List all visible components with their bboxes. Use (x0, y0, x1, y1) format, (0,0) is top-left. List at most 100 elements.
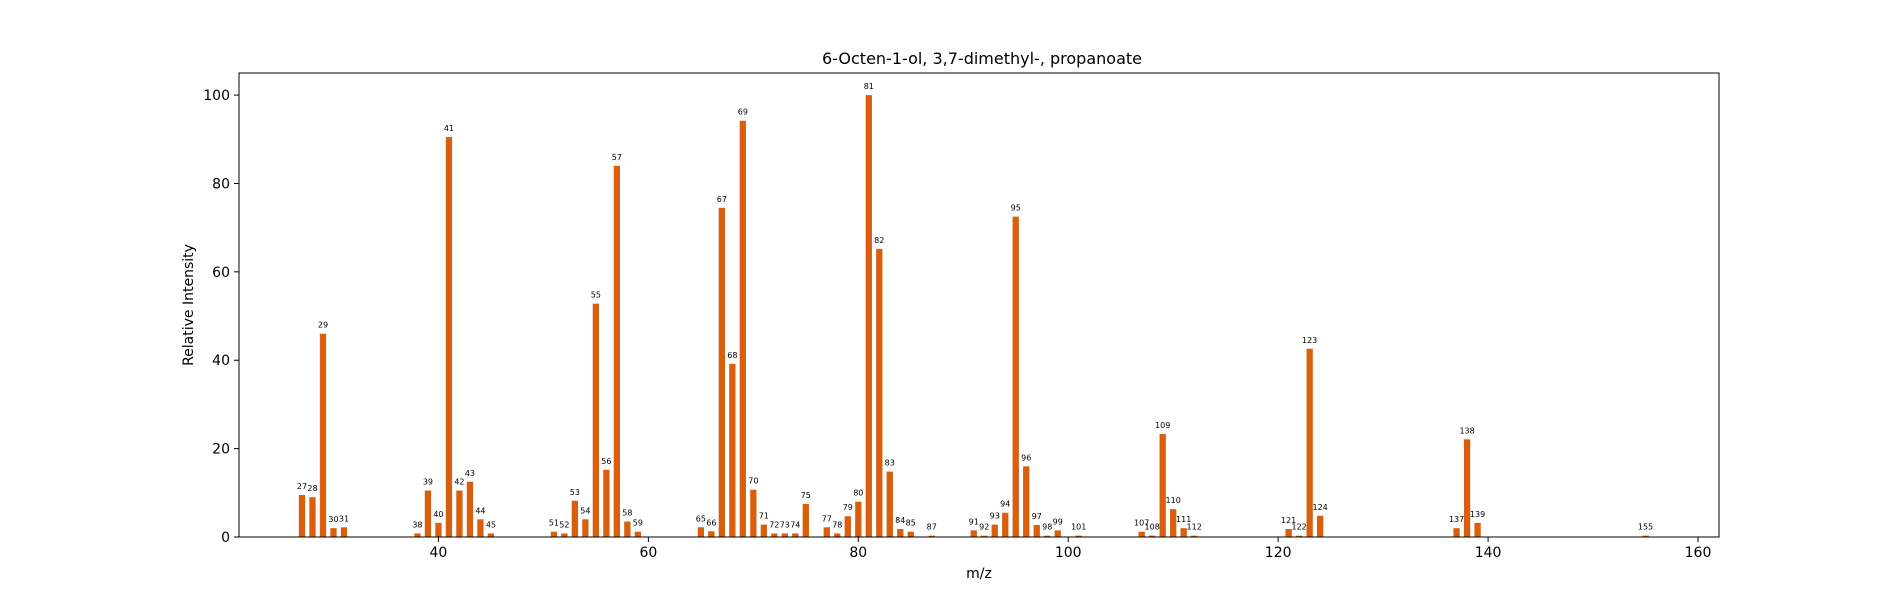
bar-mz-72 (771, 533, 778, 537)
bar-mz-93 (991, 524, 998, 537)
bar-label-mz-138: 138 (1459, 426, 1474, 435)
bar-mz-77 (823, 527, 830, 537)
bar-label-mz-80: 80 (853, 489, 863, 498)
bar-mz-107 (1138, 531, 1145, 537)
y-tick-label: 20 (212, 442, 230, 458)
bar-label-mz-55: 55 (591, 291, 601, 300)
bar-label-mz-59: 59 (633, 519, 643, 528)
bar-label-mz-99: 99 (1053, 517, 1063, 526)
y-tick-label: 60 (212, 265, 230, 281)
bars-layer (298, 95, 1649, 538)
y-axis-label: Relative Intensity (181, 244, 197, 366)
bar-mz-124 (1316, 515, 1324, 537)
bar-mz-57 (613, 165, 621, 538)
bar-mz-91 (970, 530, 977, 537)
bar-mz-67 (718, 207, 725, 537)
bar-mz-42 (456, 490, 463, 537)
bar-label-mz-93: 93 (990, 512, 1000, 521)
bar-label-mz-83: 83 (885, 459, 895, 468)
bar-mz-138 (1463, 439, 1471, 537)
bar-mz-44 (477, 519, 484, 537)
bar-label-mz-69: 69 (738, 108, 748, 117)
bar-mz-45 (487, 533, 495, 537)
bar-mz-81 (865, 95, 872, 537)
bar-label-mz-81: 81 (864, 82, 874, 91)
bar-label-mz-74: 74 (790, 520, 800, 529)
bar-mz-66 (708, 531, 715, 537)
bar-label-mz-109: 109 (1155, 421, 1170, 430)
bar-mz-54 (582, 519, 589, 537)
bar-label-mz-43: 43 (465, 469, 475, 478)
bar-label-mz-28: 28 (307, 484, 317, 493)
bar-mz-53 (571, 500, 579, 537)
bar-mz-79 (844, 516, 851, 537)
bar-label-mz-108: 108 (1145, 523, 1160, 532)
bar-mz-69 (739, 120, 746, 537)
bar-label-mz-44: 44 (475, 506, 485, 515)
bar-mz-68 (729, 363, 736, 537)
bar-mz-109 (1159, 434, 1166, 537)
x-tick-label: 80 (849, 545, 867, 561)
bar-label-mz-84: 84 (895, 516, 905, 525)
bar-mz-55 (592, 303, 600, 537)
bar-mz-39 (424, 490, 432, 537)
bar-label-mz-58: 58 (622, 509, 632, 518)
plot-frame (238, 72, 1720, 538)
bar-label-mz-67: 67 (717, 195, 727, 204)
bar-mz-51 (550, 531, 558, 537)
bar-mz-71 (760, 524, 767, 537)
bar-mz-87 (928, 535, 935, 537)
bar-label-mz-82: 82 (874, 236, 884, 245)
bar-mz-95 (1012, 216, 1019, 537)
bar-label-mz-97: 97 (1032, 512, 1042, 521)
bar-label-mz-31: 31 (339, 514, 349, 523)
bar-label-mz-92: 92 (979, 523, 989, 532)
y-tick-label: 40 (212, 353, 230, 369)
bar-mz-122 (1295, 535, 1303, 537)
bar-mz-97 (1033, 525, 1040, 537)
bar-mz-74 (792, 533, 799, 537)
bar-mz-123 (1306, 348, 1313, 537)
bar-label-mz-73: 73 (780, 520, 790, 529)
bar-mz-40 (435, 522, 442, 537)
bar-mz-155 (1642, 535, 1649, 537)
x-tick-label: 140 (1475, 545, 1502, 561)
bar-label-mz-66: 66 (706, 518, 716, 527)
bar-label-mz-45: 45 (486, 520, 496, 529)
x-tick-label: 160 (1685, 545, 1712, 561)
bar-label-mz-75: 75 (801, 491, 811, 500)
x-tick-label: 100 (1055, 545, 1082, 561)
bar-mz-80 (855, 501, 862, 537)
bar-label-mz-79: 79 (843, 503, 853, 512)
bar-label-mz-39: 39 (423, 478, 433, 487)
bar-mz-137 (1453, 528, 1460, 537)
bar-label-mz-121: 121 (1281, 516, 1296, 525)
bar-mz-29 (319, 333, 327, 537)
bar-mz-110 (1170, 509, 1177, 537)
x-axis-label: m/z (966, 566, 992, 582)
bar-label-mz-107: 107 (1134, 519, 1149, 528)
bar-label-mz-30: 30 (328, 515, 338, 524)
bar-mz-96 (1023, 466, 1030, 537)
bar-label-mz-137: 137 (1449, 515, 1464, 524)
bar-mz-28 (309, 497, 316, 537)
bar-mz-58 (624, 521, 631, 537)
bar-label-mz-85: 85 (906, 519, 916, 528)
bar-mz-65 (697, 527, 704, 537)
x-tick-label: 120 (1265, 545, 1292, 561)
bar-label-mz-70: 70 (748, 477, 758, 486)
bar-label-mz-78: 78 (832, 520, 842, 529)
y-tick-label: 100 (203, 88, 230, 104)
bar-label-mz-110: 110 (1166, 496, 1181, 505)
bar-label-mz-68: 68 (727, 351, 737, 360)
bar-mz-43 (466, 481, 474, 537)
bar-mz-38 (414, 533, 421, 537)
bar-mz-73 (781, 533, 788, 537)
bar-mz-85 (907, 531, 914, 537)
bar-label-mz-155: 155 (1638, 523, 1653, 532)
chart-title: 6-Octen-1-ol, 3,7-dimethyl-, propanoate (822, 49, 1142, 68)
bar-mz-139 (1474, 522, 1481, 537)
bar-mz-99 (1054, 530, 1061, 537)
bar-mz-84 (897, 529, 904, 537)
